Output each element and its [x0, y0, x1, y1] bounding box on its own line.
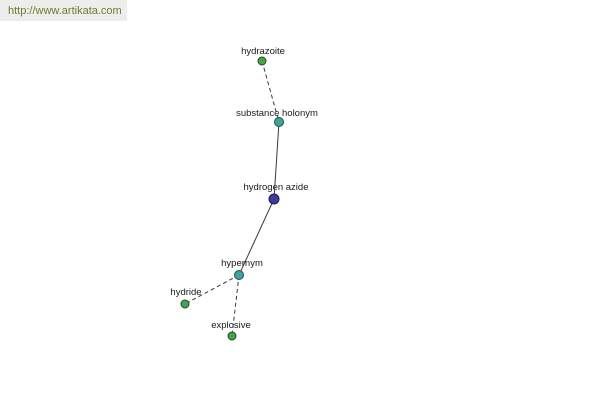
node-label-hydrogen-azide: hydrogen azide: [244, 182, 309, 193]
graph-node-hydrazoite[interactable]: [257, 56, 267, 66]
edge-hydrogen-azide--hypernym: [238, 198, 275, 276]
node-label-hydrazoite: hydrazoite: [241, 46, 285, 57]
url-bar: http://www.artikata.com: [0, 0, 127, 21]
node-label-substance-holonym: substance holonym: [236, 108, 318, 119]
graph-node-explosive[interactable]: [227, 331, 237, 341]
node-label-hypernym: hypernym: [221, 258, 263, 269]
edge-hypernym--explosive: [231, 274, 240, 337]
graph-node-hypernym[interactable]: [234, 270, 244, 280]
graph-node-hydrogen-azide[interactable]: [268, 193, 280, 205]
url-text: http://www.artikata.com: [8, 4, 122, 17]
edge-hydrazoite--substance-holonym: [261, 60, 280, 123]
graph-node-hydride[interactable]: [180, 299, 190, 309]
edge-substance-holonym--hydrogen-azide: [273, 121, 280, 200]
graph-node-substance-holonym[interactable]: [274, 117, 284, 127]
node-label-explosive: explosive: [211, 320, 251, 331]
edge-hypernym--hydride: [184, 274, 240, 305]
node-label-hydride: hydride: [170, 287, 201, 298]
